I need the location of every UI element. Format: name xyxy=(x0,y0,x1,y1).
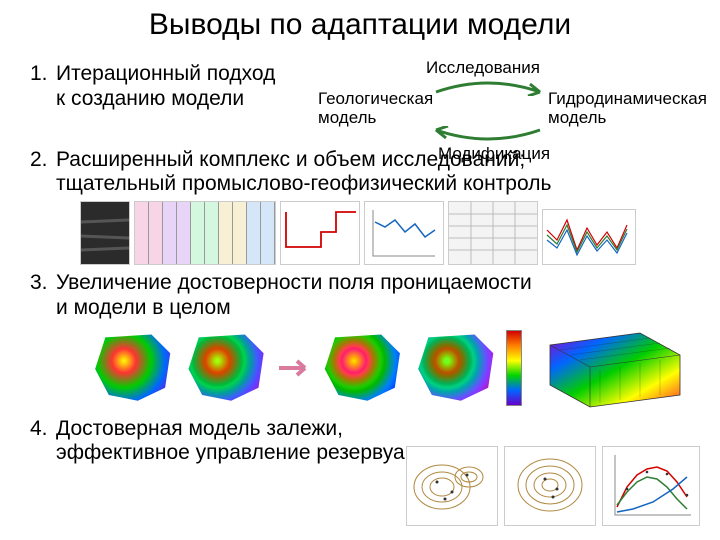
bullet-1-num: 1. xyxy=(30,62,56,86)
well-logs-thumb xyxy=(134,201,276,265)
b1-l2: к созданию модели xyxy=(56,87,244,110)
cycle-right-l2: модель xyxy=(548,108,606,127)
cycle-label-right: Гидродинамическая модель xyxy=(548,90,707,127)
row-4-thumbnails xyxy=(406,446,700,526)
surface-map-4 xyxy=(413,332,498,404)
b1-l1: Итерационный подход xyxy=(56,62,275,85)
b4-l2: эффективное управление резервуаром xyxy=(56,441,442,464)
contour-map-2 xyxy=(504,446,596,526)
row-3-surfaces xyxy=(90,325,690,411)
b3-l2: и модели в целом xyxy=(56,296,231,319)
surface-map-2 xyxy=(183,332,268,404)
cycle-left-l1: Геологическая xyxy=(318,89,433,108)
slide-title: Выводы по адаптации модели xyxy=(0,0,720,42)
cycle-label-top: Исследования xyxy=(426,58,540,78)
profile-chart-2-thumb xyxy=(364,201,444,265)
3d-model-cube xyxy=(530,325,690,411)
core-photo-thumb xyxy=(80,201,130,265)
b2-l2: тщательный промыслово-геофизический конт… xyxy=(56,172,551,195)
data-table-thumb xyxy=(448,201,538,265)
cycle-arrow-top-icon xyxy=(428,78,548,96)
contour-map-1 xyxy=(406,446,498,526)
row-2-thumbnails xyxy=(80,201,690,265)
cycle-arrow-bottom-icon xyxy=(428,126,548,144)
b4-l1: Достоверная модель залежи, xyxy=(56,417,343,440)
surface-map-3 xyxy=(320,332,405,404)
multi-series-chart-thumb xyxy=(542,209,636,265)
bullet-3: 3. Увеличение достоверности поля проница… xyxy=(30,271,690,321)
history-match-chart xyxy=(602,446,700,526)
bullet-3-num: 3. xyxy=(30,271,56,295)
bullet-2-num: 2. xyxy=(30,148,56,172)
cycle-diagram: Исследования Геологическая модель Гидрод… xyxy=(318,58,708,166)
cycle-left-l2: модель xyxy=(318,108,376,127)
cycle-label-bottom: Модификация xyxy=(438,144,550,164)
bullet-1-text: Итерационный подход к созданию модели xyxy=(56,62,275,112)
profile-chart-1-thumb xyxy=(280,201,360,265)
bullet-4-num: 4. xyxy=(30,417,56,441)
cycle-label-left: Геологическая модель xyxy=(318,90,433,127)
b3-l1: Увеличение достоверности поля проницаемо… xyxy=(56,271,532,294)
bullet-4-text: Достоверная модель залежи, эффективное у… xyxy=(56,417,442,467)
bullet-3-text: Увеличение достоверности поля проницаемо… xyxy=(56,271,532,321)
cycle-right-l1: Гидродинамическая xyxy=(548,89,707,108)
arrow-right-icon xyxy=(277,356,312,380)
colorbar-icon xyxy=(506,330,522,406)
surface-map-1 xyxy=(90,332,175,404)
